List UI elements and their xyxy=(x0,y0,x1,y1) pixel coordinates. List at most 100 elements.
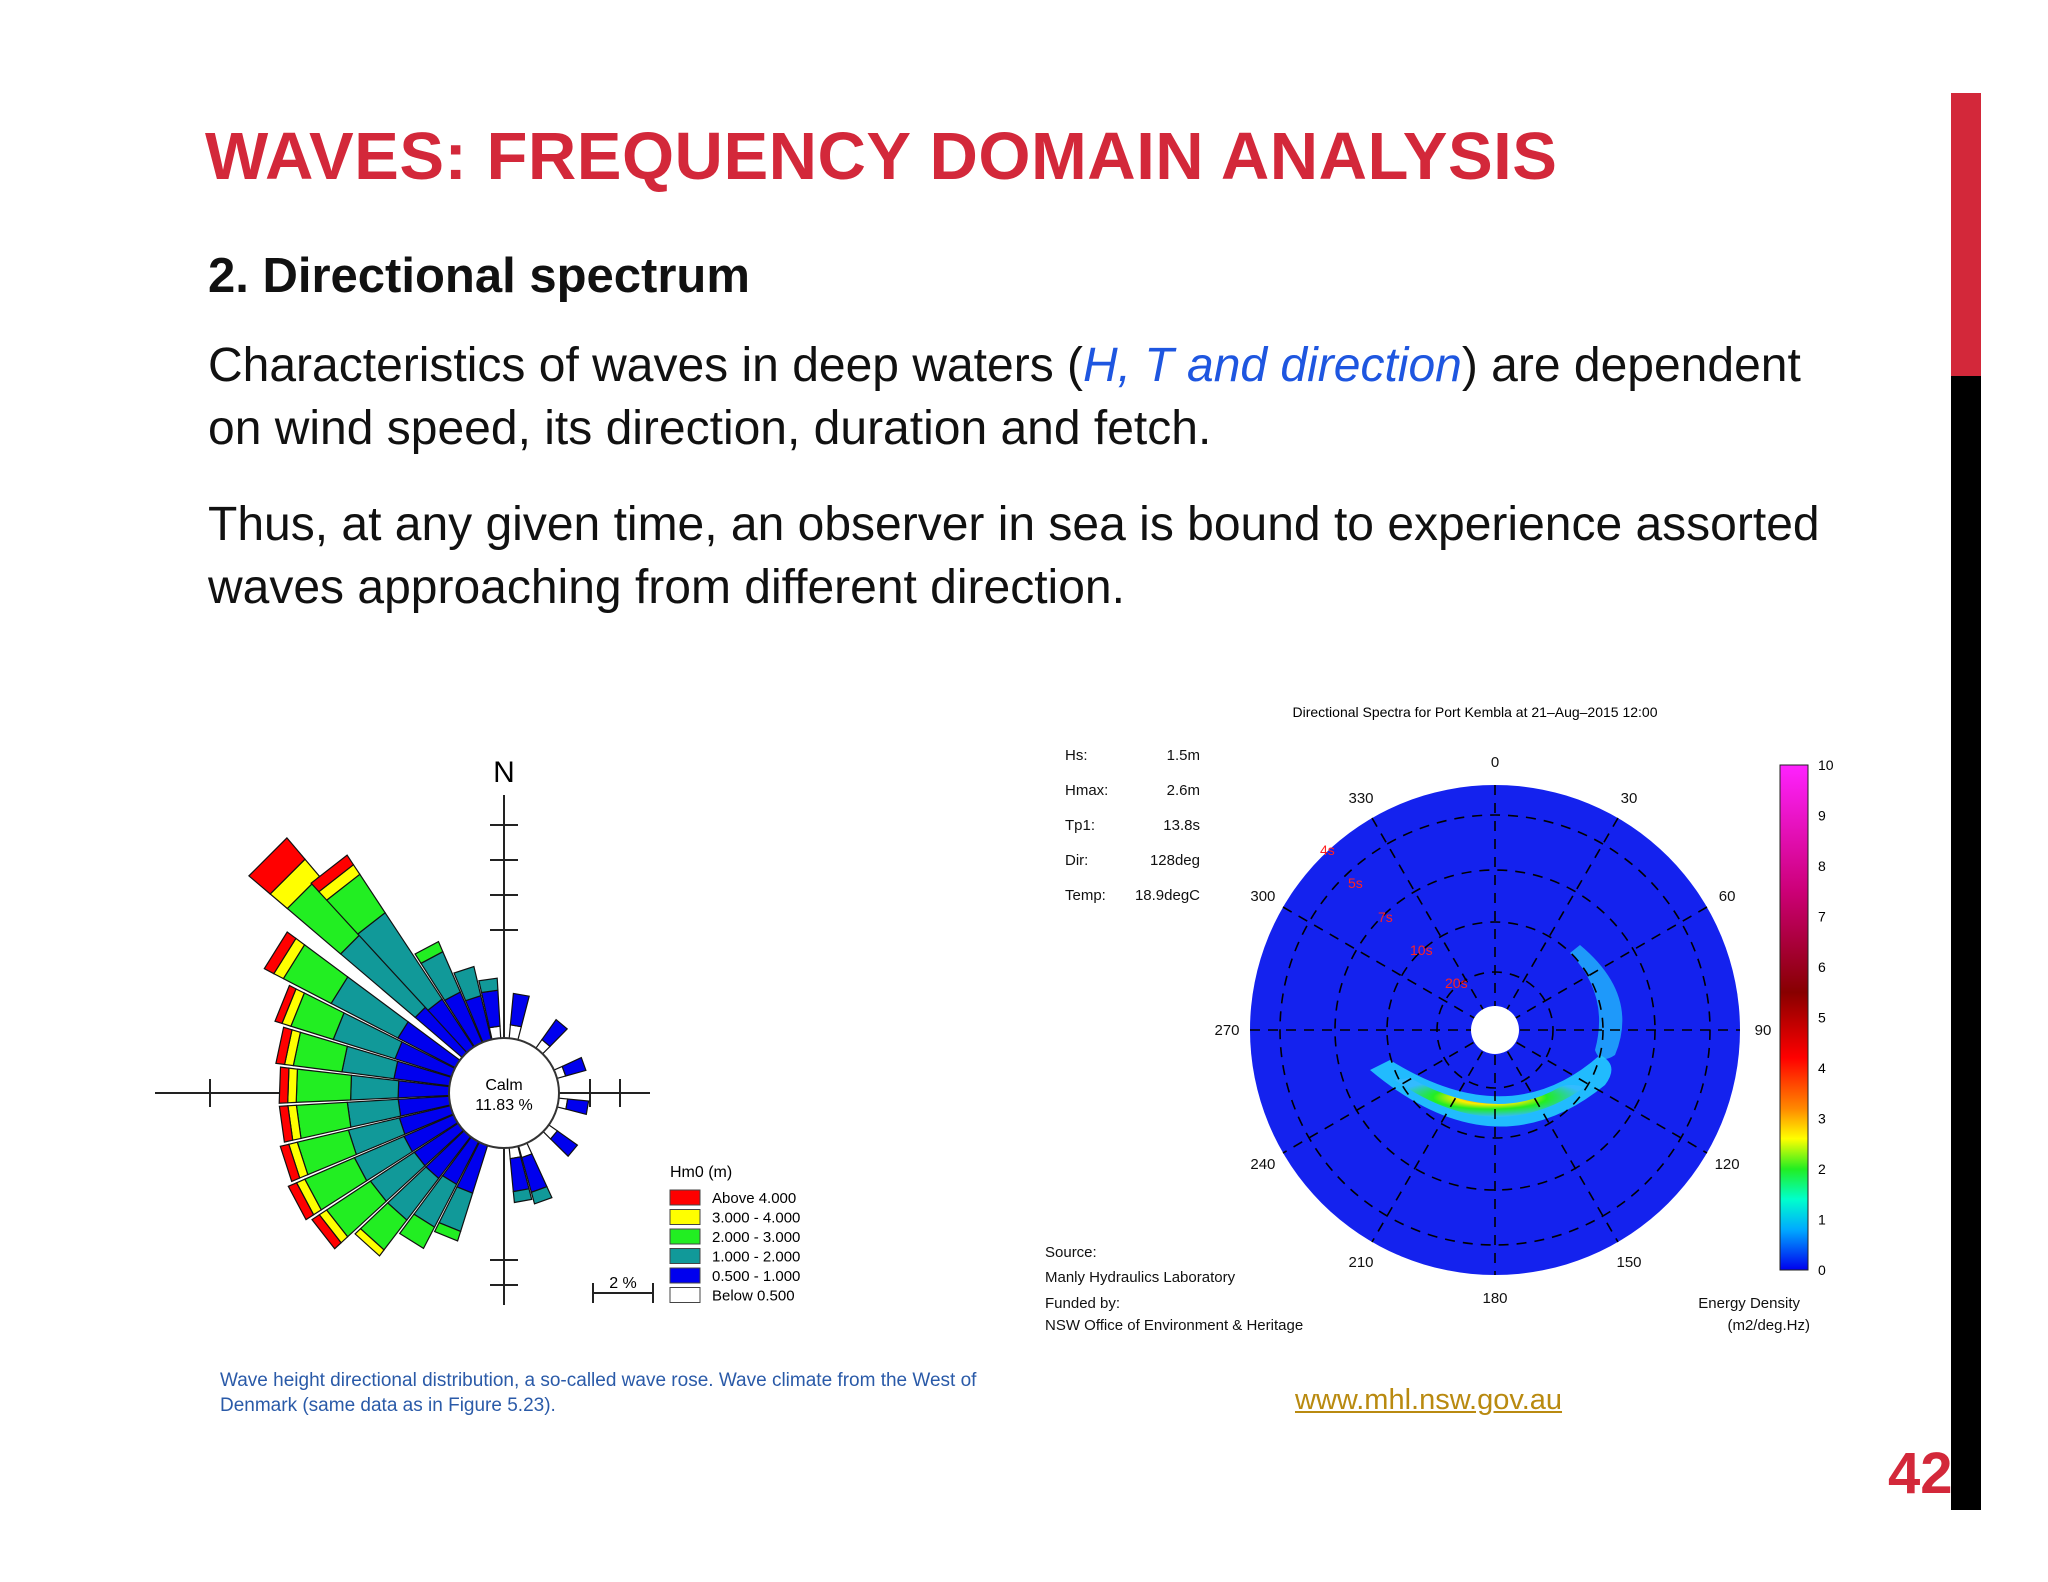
angle-label: 60 xyxy=(1719,888,1736,905)
period-label: 20s xyxy=(1445,975,1468,991)
angle-label: 180 xyxy=(1482,1290,1507,1307)
stat-value: 13.8s xyxy=(1163,817,1200,834)
angle-labels: 0 30 60 90 120 150 180 210 240 270 300 330 xyxy=(1214,754,1771,1307)
rose-petal-segment xyxy=(565,1098,590,1116)
wave-rose-legend: Above 4.000 3.000 - 4.000 2.000 - 3.000 1.0… xyxy=(669,1189,800,1305)
rose-petal-segment xyxy=(512,1188,533,1204)
mhl-website-link[interactable]: www.mhl.nsw.gov.au xyxy=(1295,1384,1563,1416)
source-label: Source: xyxy=(1045,1244,1097,1261)
period-label: 5s xyxy=(1348,875,1363,891)
slide-title: WAVES: FREQUENCY DOMAIN ANALYSIS xyxy=(205,119,1558,194)
rose-petal-segment xyxy=(453,965,482,1002)
rose-petal-segment xyxy=(248,837,306,895)
paragraph-1-highlight: H, T and direction xyxy=(1083,339,1462,392)
funded-label: Funded by: xyxy=(1045,1295,1120,1312)
calm-circle xyxy=(448,1037,560,1149)
colorbar-tick-label: 10 xyxy=(1818,757,1834,773)
rose-petal-segment xyxy=(414,940,444,965)
accent-bar-black xyxy=(1951,376,1981,1510)
stat-label: Dir: xyxy=(1065,852,1088,869)
colorbar-title: Energy Density xyxy=(1698,1295,1800,1312)
period-label: 4s xyxy=(1320,842,1335,858)
stat-value: 2.6m xyxy=(1167,782,1200,799)
rose-petal-segment xyxy=(263,931,297,975)
colorbar-tick-label: 8 xyxy=(1818,858,1826,874)
calm-label: Calm xyxy=(485,1077,522,1094)
angle-label: 0 xyxy=(1491,754,1499,771)
colorbar-tick-label: 6 xyxy=(1818,959,1826,975)
energy-band-outer xyxy=(1370,1055,1612,1127)
rose-petal-segment xyxy=(278,1066,290,1104)
angle-label: 120 xyxy=(1715,1156,1740,1173)
stat-label: Hmax: xyxy=(1065,782,1108,799)
period-labels: 4s 5s 7s 10s 20s xyxy=(1320,842,1468,991)
colorbar-ticks: 0 1 2 3 4 5 6 7 8 9 10 xyxy=(1818,757,1834,1278)
angle-label: 210 xyxy=(1348,1254,1373,1271)
wave-rose-petals xyxy=(248,837,590,1257)
legend-swatch xyxy=(669,1267,701,1284)
rose-petal-segment xyxy=(311,1213,342,1250)
period-label: 7s xyxy=(1378,909,1393,925)
rose-petal-segment xyxy=(561,1056,587,1077)
angle-label: 300 xyxy=(1250,888,1275,905)
stat-label: Tp1: xyxy=(1065,817,1095,834)
accent-bar-red xyxy=(1951,93,1981,376)
rose-petal-segment xyxy=(354,1227,385,1257)
scale-bar xyxy=(592,1283,654,1303)
angle-label: 150 xyxy=(1616,1254,1641,1271)
stat-value: 1.5m xyxy=(1167,747,1200,764)
spectrum-stats: Hs: 1.5m Hmax: 2.6m Tp1: 13.8s Dir: 128deg Temp:… xyxy=(1065,747,1200,904)
colorbar-tick-label: 1 xyxy=(1818,1212,1826,1228)
colorbar-tick-label: 3 xyxy=(1818,1111,1826,1127)
rose-petal-segment xyxy=(287,1182,315,1221)
stat-value: 128deg xyxy=(1150,852,1200,869)
angle-label: 30 xyxy=(1621,790,1638,807)
legend-swatch xyxy=(669,1209,701,1225)
calm-value: 11.83 % xyxy=(475,1097,533,1114)
rose-petal-segment xyxy=(541,1018,569,1048)
page-number: 42 xyxy=(1888,1441,1953,1506)
rose-petal-segment xyxy=(398,1213,436,1250)
colorbar-tick-label: 9 xyxy=(1818,808,1826,824)
polar-grid xyxy=(1250,785,1740,1275)
colorbar-units: (m2/deg.Hz) xyxy=(1727,1317,1810,1334)
rose-petal-segment xyxy=(274,984,297,1025)
rose-petal-segment xyxy=(310,854,355,893)
rose-petal-segment xyxy=(279,1143,301,1183)
wave-rose-caption: Wave height directional distribution, a … xyxy=(220,1370,977,1416)
funded-value: NSW Office of Environment & Heritage xyxy=(1045,1317,1303,1334)
legend-label: 2.000 - 3.000 xyxy=(712,1229,800,1246)
scale-label: 2 % xyxy=(609,1275,637,1292)
energy-band-peak xyxy=(1395,1078,1585,1117)
rose-petal-segment xyxy=(295,1068,353,1104)
legend-label: Below 0.500 xyxy=(712,1288,795,1305)
spectrum-title: Directional Spectra for Port Kembla at 2… xyxy=(1292,704,1657,720)
angle-label: 330 xyxy=(1348,790,1373,807)
colorbar-tick-label: 0 xyxy=(1818,1262,1826,1278)
colorbar-tick-label: 4 xyxy=(1818,1060,1826,1076)
angle-label: 240 xyxy=(1250,1156,1275,1173)
paragraph-1-end: ) are dependent on wind speed, its direc… xyxy=(208,339,1801,455)
rose-petal-segment xyxy=(349,1074,400,1101)
legend-label: 1.000 - 2.000 xyxy=(712,1249,800,1266)
rose-petal-segment xyxy=(433,1221,462,1242)
legend-title: Hm0 (m) xyxy=(670,1164,732,1181)
legend-swatch xyxy=(669,1248,701,1264)
stat-label: Temp: xyxy=(1065,887,1106,904)
rose-petal-segment xyxy=(530,1185,553,1205)
legend-label: Above 4.000 xyxy=(712,1190,796,1207)
source-value: Manly Hydraulics Laboratory xyxy=(1045,1269,1236,1286)
stat-value: 18.9degC xyxy=(1135,887,1200,904)
legend-swatch xyxy=(669,1228,701,1245)
colorbar xyxy=(1779,764,1809,1271)
rose-petal-segment xyxy=(478,977,499,994)
paragraph-1: Characteristics of waves in deep waters … xyxy=(208,334,1848,460)
period-label: 10s xyxy=(1410,942,1433,958)
north-label: N xyxy=(493,756,515,789)
paragraph-1-start: Characteristics of waves in deep waters … xyxy=(208,339,1084,392)
colorbar-tick-label: 5 xyxy=(1818,1010,1826,1026)
wave-rose-figure: Calm 11.83 % N 2 % Hm0 (m) Above 4.000 3.… xyxy=(155,756,800,1305)
stat-label: Hs: xyxy=(1065,747,1088,764)
colorbar-tick-label: 2 xyxy=(1818,1161,1826,1177)
slide-subtitle: 2. Directional spectrum xyxy=(208,249,750,303)
